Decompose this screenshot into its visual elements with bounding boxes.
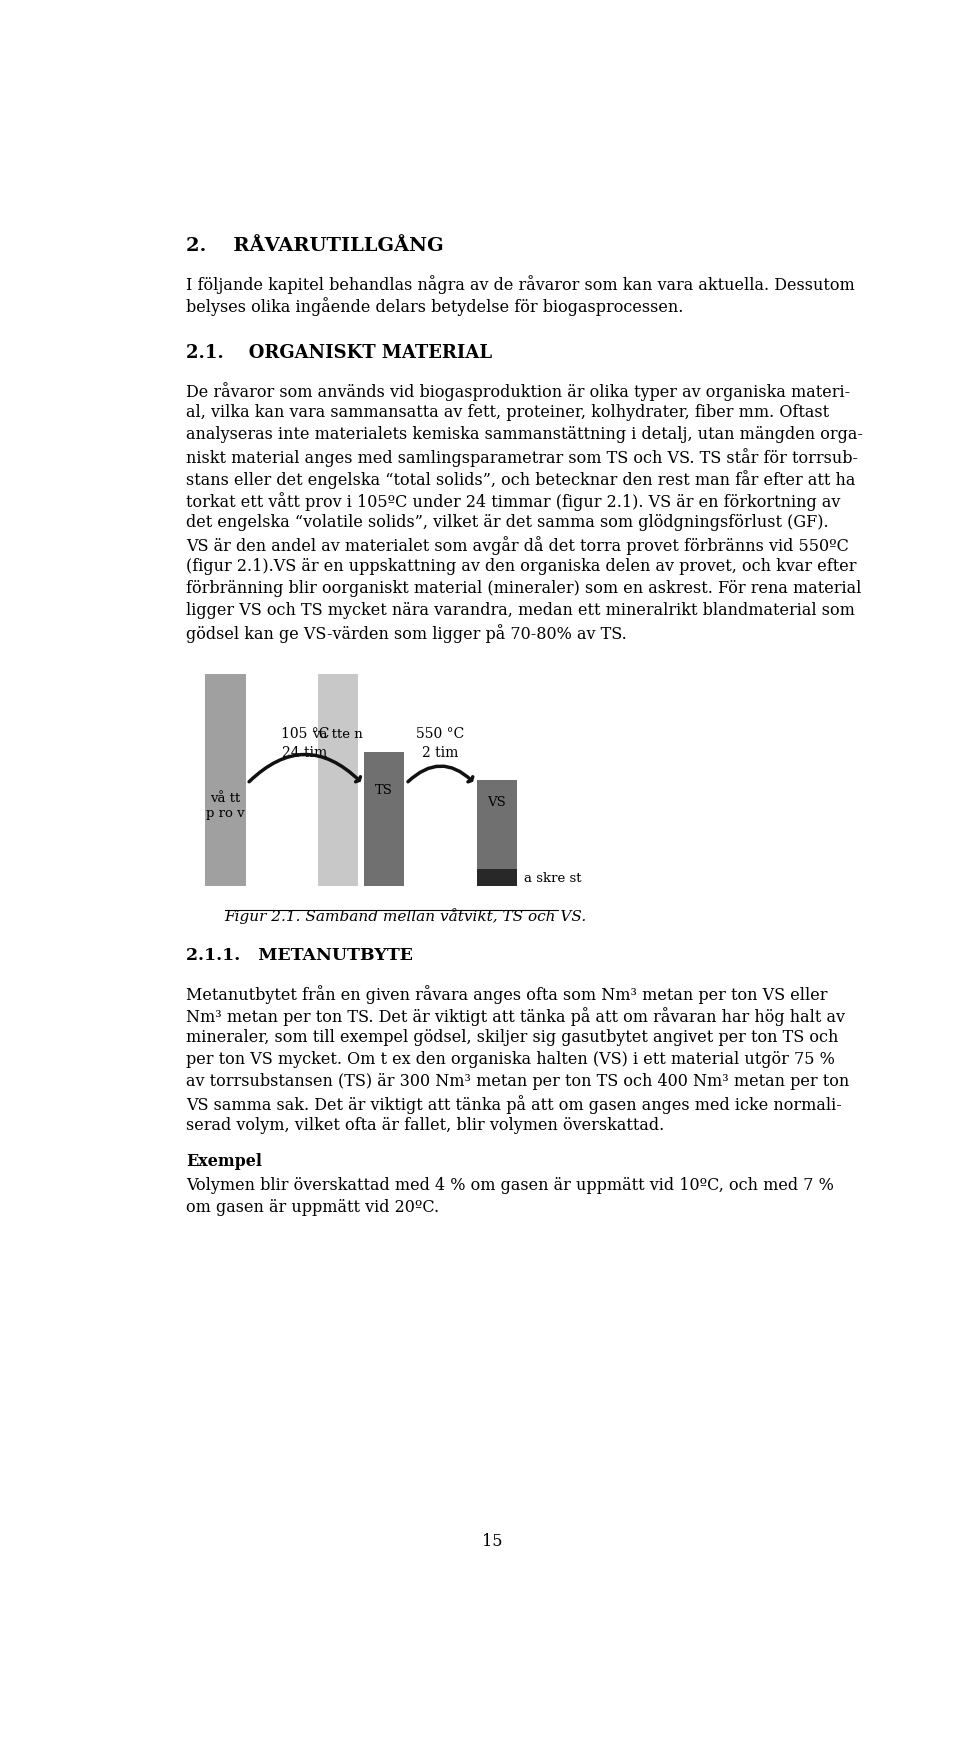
Bar (318, 675, 358, 886)
Bar (205, 675, 246, 886)
Text: förbränning blir oorganiskt material (mineraler) som en askrest. För rena materi: förbränning blir oorganiskt material (mi… (186, 580, 861, 596)
Text: Metanutbytet från en given råvara anges ofta som Nm³ metan per ton VS eller: Metanutbytet från en given råvara anges … (186, 984, 828, 1003)
Text: Nm³ metan per ton TS. Det är viktigt att tänka på att om råvaran har hög halt av: Nm³ metan per ton TS. Det är viktigt att… (186, 1007, 845, 1026)
Text: VS är den andel av materialet som avgår då det torra provet förbränns vid 550ºC: VS är den andel av materialet som avgår … (186, 535, 849, 554)
Text: 2 tim: 2 tim (422, 746, 459, 760)
Text: vå tt
p ro v: vå tt p ro v (206, 792, 245, 820)
Text: va tte n: va tte n (312, 727, 363, 741)
Text: av torrsubstansen (TS) är 300 Nm³ metan per ton TS och 400 Nm³ metan per ton: av torrsubstansen (TS) är 300 Nm³ metan … (186, 1073, 850, 1089)
Text: Exempel: Exempel (186, 1152, 262, 1169)
Text: ligger VS och TS mycket nära varandra, medan ett mineralrikt blandmaterial som: ligger VS och TS mycket nära varandra, m… (186, 601, 854, 619)
Text: niskt material anges med samlingsparametrar som TS och VS. TS står för torrsub-: niskt material anges med samlingsparamet… (186, 447, 858, 467)
Text: stans eller det engelska “total solids”, och betecknar den rest man får efter at: stans eller det engelska “total solids”,… (186, 470, 855, 489)
Text: 2.    RÅVARUTILLGÅNG: 2. RÅVARUTILLGÅNG (186, 236, 444, 255)
Text: Figur 2.1. Samband mellan våtvikt, TS och VS.: Figur 2.1. Samband mellan våtvikt, TS oc… (225, 907, 587, 923)
Text: al, vilka kan vara sammansatta av fett, proteiner, kolhydrater, fiber mm. Oftast: al, vilka kan vara sammansatta av fett, … (186, 404, 829, 421)
Text: om gasen är uppmätt vid 20ºC.: om gasen är uppmätt vid 20ºC. (186, 1199, 439, 1215)
Text: det engelska “volatile solids”, vilket är det samma som glödgningsförlust (GF).: det engelska “volatile solids”, vilket ä… (186, 514, 828, 531)
Text: VS samma sak. Det är viktigt att tänka på att om gasen anges med icke normali-: VS samma sak. Det är viktigt att tänka p… (186, 1094, 842, 1113)
Bar (476, 869, 516, 886)
Text: 15: 15 (482, 1531, 502, 1549)
Text: a skre st: a skre st (524, 871, 581, 884)
Text: Volymen blir överskattad med 4 % om gasen är uppmätt vid 10ºC, och med 7 %: Volymen blir överskattad med 4 % om gase… (186, 1176, 833, 1194)
Text: per ton VS mycket. Om t ex den organiska halten (VS) i ett material utgör 75 %: per ton VS mycket. Om t ex den organiska… (186, 1051, 835, 1068)
Text: De råvaror som används vid biogasproduktion är olika typer av organiska materi-: De råvaror som används vid biogasprodukt… (186, 383, 850, 400)
Text: 2.1.1.   METANUTBYTE: 2.1.1. METANUTBYTE (186, 946, 413, 963)
Bar (364, 753, 404, 886)
Text: I följande kapitel behandlas några av de råvaror som kan vara aktuella. Dessutom: I följande kapitel behandlas några av de… (186, 274, 854, 294)
Text: mineraler, som till exempel gödsel, skiljer sig gasutbytet angivet per ton TS oc: mineraler, som till exempel gödsel, skil… (186, 1028, 838, 1045)
Text: TS: TS (375, 783, 394, 797)
Text: gödsel kan ge VS-värden som ligger på 70-80% av TS.: gödsel kan ge VS-värden som ligger på 70… (186, 624, 627, 642)
Text: 24 tim: 24 tim (282, 746, 327, 760)
Text: 550 °C: 550 °C (417, 727, 465, 741)
Text: belyses olika ingående delars betydelse för biogasprocessen.: belyses olika ingående delars betydelse … (186, 297, 684, 316)
Text: (figur 2.1).VS är en uppskattning av den organiska delen av provet, och kvar eft: (figur 2.1).VS är en uppskattning av den… (186, 558, 856, 575)
Text: torkat ett vått prov i 105ºC under 24 timmar (figur 2.1). VS är en förkortning a: torkat ett vått prov i 105ºC under 24 ti… (186, 491, 840, 510)
Text: analyseras inte materialets kemiska sammanstättning i detalj, utan mängden orga-: analyseras inte materialets kemiska samm… (186, 427, 863, 442)
Text: serad volym, vilket ofta är fallet, blir volymen överskattad.: serad volym, vilket ofta är fallet, blir… (186, 1117, 664, 1133)
Text: VS: VS (488, 795, 506, 808)
Bar (476, 780, 516, 886)
Text: 2.1.    ORGANISKT MATERIAL: 2.1. ORGANISKT MATERIAL (186, 344, 492, 362)
Text: 105 °C: 105 °C (280, 727, 329, 741)
